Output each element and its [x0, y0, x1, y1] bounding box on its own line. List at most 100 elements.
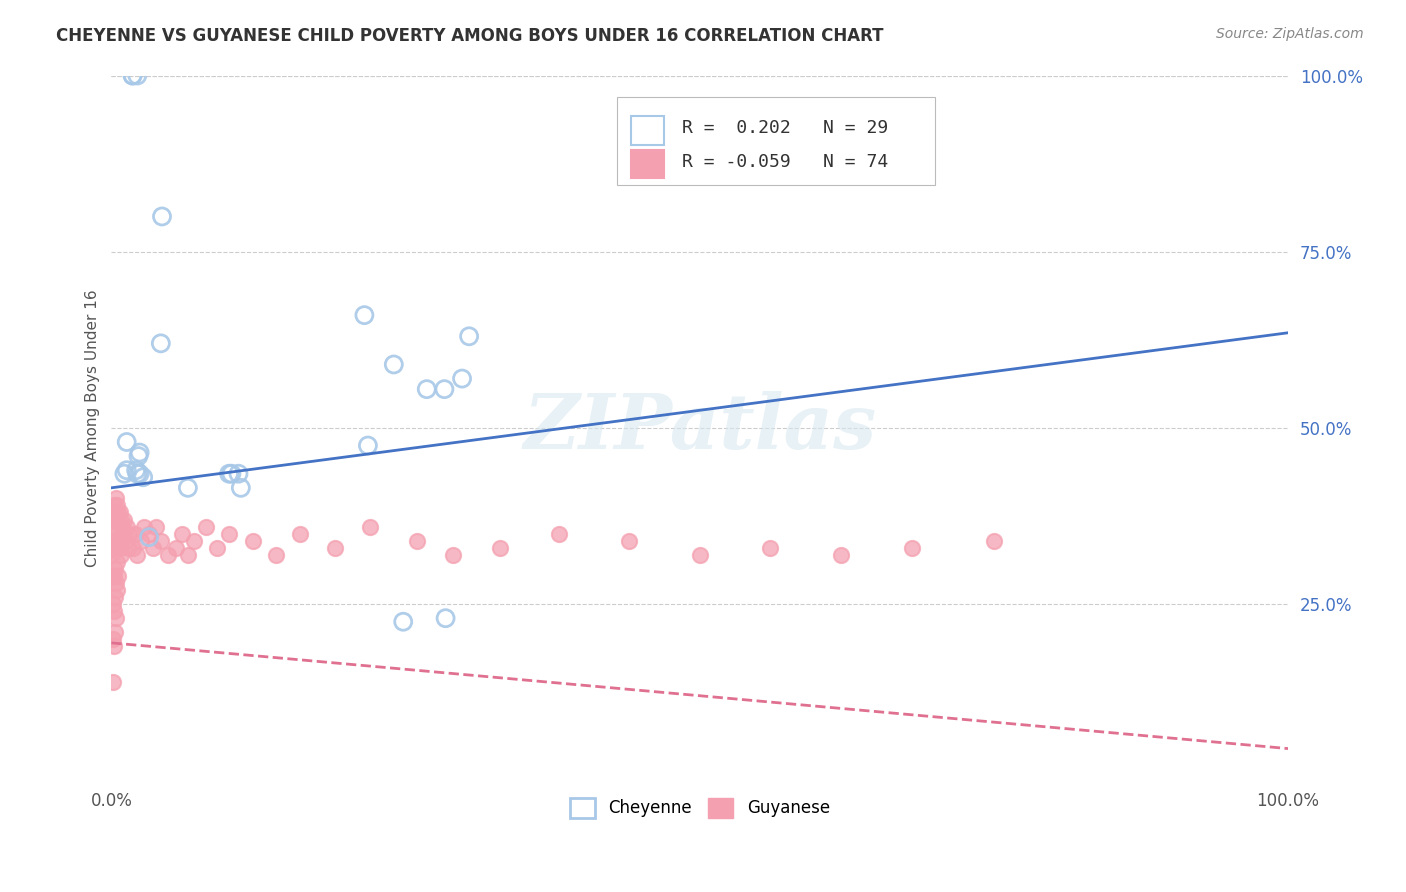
Point — [830, 548, 852, 562]
Point — [118, 526, 141, 541]
Point — [105, 555, 128, 569]
Point — [101, 541, 124, 555]
Text: N = 29: N = 29 — [824, 120, 889, 137]
Text: ZIPatlas: ZIPatlas — [523, 391, 876, 465]
Point — [138, 526, 160, 541]
Legend: Cheyenne, Guyanese: Cheyenne, Guyanese — [562, 791, 837, 825]
Point — [221, 467, 243, 481]
Point — [441, 548, 464, 562]
Text: N = 74: N = 74 — [824, 153, 889, 171]
Point — [104, 562, 127, 576]
Point — [105, 499, 128, 513]
Point — [142, 541, 165, 555]
Point — [112, 526, 135, 541]
Point — [129, 533, 152, 548]
Point — [617, 533, 640, 548]
Point — [101, 597, 124, 611]
Point — [115, 519, 138, 533]
FancyBboxPatch shape — [617, 96, 935, 185]
Point — [124, 526, 146, 541]
Point — [288, 526, 311, 541]
Point — [101, 674, 124, 689]
Point — [264, 548, 287, 562]
Point — [115, 435, 138, 450]
Point — [416, 382, 439, 396]
Point — [103, 604, 125, 618]
Point — [433, 382, 456, 396]
Point — [117, 541, 139, 555]
Point — [107, 506, 129, 520]
Point — [547, 526, 569, 541]
Point — [218, 467, 240, 481]
Point — [104, 533, 127, 548]
Point — [406, 533, 429, 548]
Point — [177, 481, 200, 495]
Point — [105, 491, 128, 506]
Point — [165, 541, 187, 555]
Point — [115, 463, 138, 477]
Point — [207, 541, 229, 555]
Point — [100, 506, 122, 520]
Point — [359, 519, 381, 533]
Point — [111, 519, 134, 533]
Point — [127, 69, 149, 83]
Point — [127, 449, 149, 463]
Point — [107, 533, 129, 548]
Point — [127, 548, 149, 562]
Point — [105, 512, 128, 526]
Point — [114, 533, 136, 548]
Point — [138, 530, 160, 544]
Point — [194, 519, 217, 533]
Point — [132, 470, 155, 484]
Point — [108, 541, 131, 555]
Point — [183, 533, 205, 548]
Point — [689, 548, 711, 562]
Text: CHEYENNE VS GUYANESE CHILD POVERTY AMONG BOYS UNDER 16 CORRELATION CHART: CHEYENNE VS GUYANESE CHILD POVERTY AMONG… — [56, 27, 884, 45]
Point — [900, 541, 922, 555]
Y-axis label: Child Poverty Among Boys Under 16: Child Poverty Among Boys Under 16 — [86, 289, 100, 566]
Point — [103, 499, 125, 513]
Point — [105, 526, 128, 541]
Point — [125, 463, 148, 477]
Point — [229, 481, 252, 495]
Point — [242, 533, 264, 548]
Point — [170, 526, 193, 541]
Point — [177, 548, 200, 562]
Point — [105, 611, 128, 625]
Point — [392, 615, 415, 629]
Point — [104, 506, 127, 520]
Point — [103, 519, 125, 533]
Point — [103, 640, 125, 654]
Point — [121, 541, 143, 555]
Text: Source: ZipAtlas.com: Source: ZipAtlas.com — [1216, 27, 1364, 41]
Point — [104, 625, 127, 640]
Point — [458, 329, 481, 343]
Point — [451, 371, 474, 385]
Point — [121, 69, 143, 83]
Point — [983, 533, 1005, 548]
Point — [101, 632, 124, 647]
Point — [759, 541, 782, 555]
Point — [110, 512, 132, 526]
Point — [382, 358, 405, 372]
Point — [105, 576, 128, 591]
Point — [107, 569, 129, 583]
Point — [134, 519, 156, 533]
Point — [121, 69, 143, 83]
Point — [434, 611, 457, 625]
Bar — [631, 150, 665, 178]
Point — [100, 548, 122, 562]
Point — [101, 512, 124, 526]
Point — [488, 541, 510, 555]
Point — [112, 512, 135, 526]
Point — [128, 467, 150, 481]
Point — [112, 467, 135, 481]
Point — [357, 438, 380, 452]
Point — [105, 541, 128, 555]
Text: R = -0.059: R = -0.059 — [682, 153, 790, 171]
Point — [108, 506, 131, 520]
Point — [103, 541, 125, 555]
Point — [103, 569, 125, 583]
Point — [156, 548, 179, 562]
Point — [323, 541, 346, 555]
